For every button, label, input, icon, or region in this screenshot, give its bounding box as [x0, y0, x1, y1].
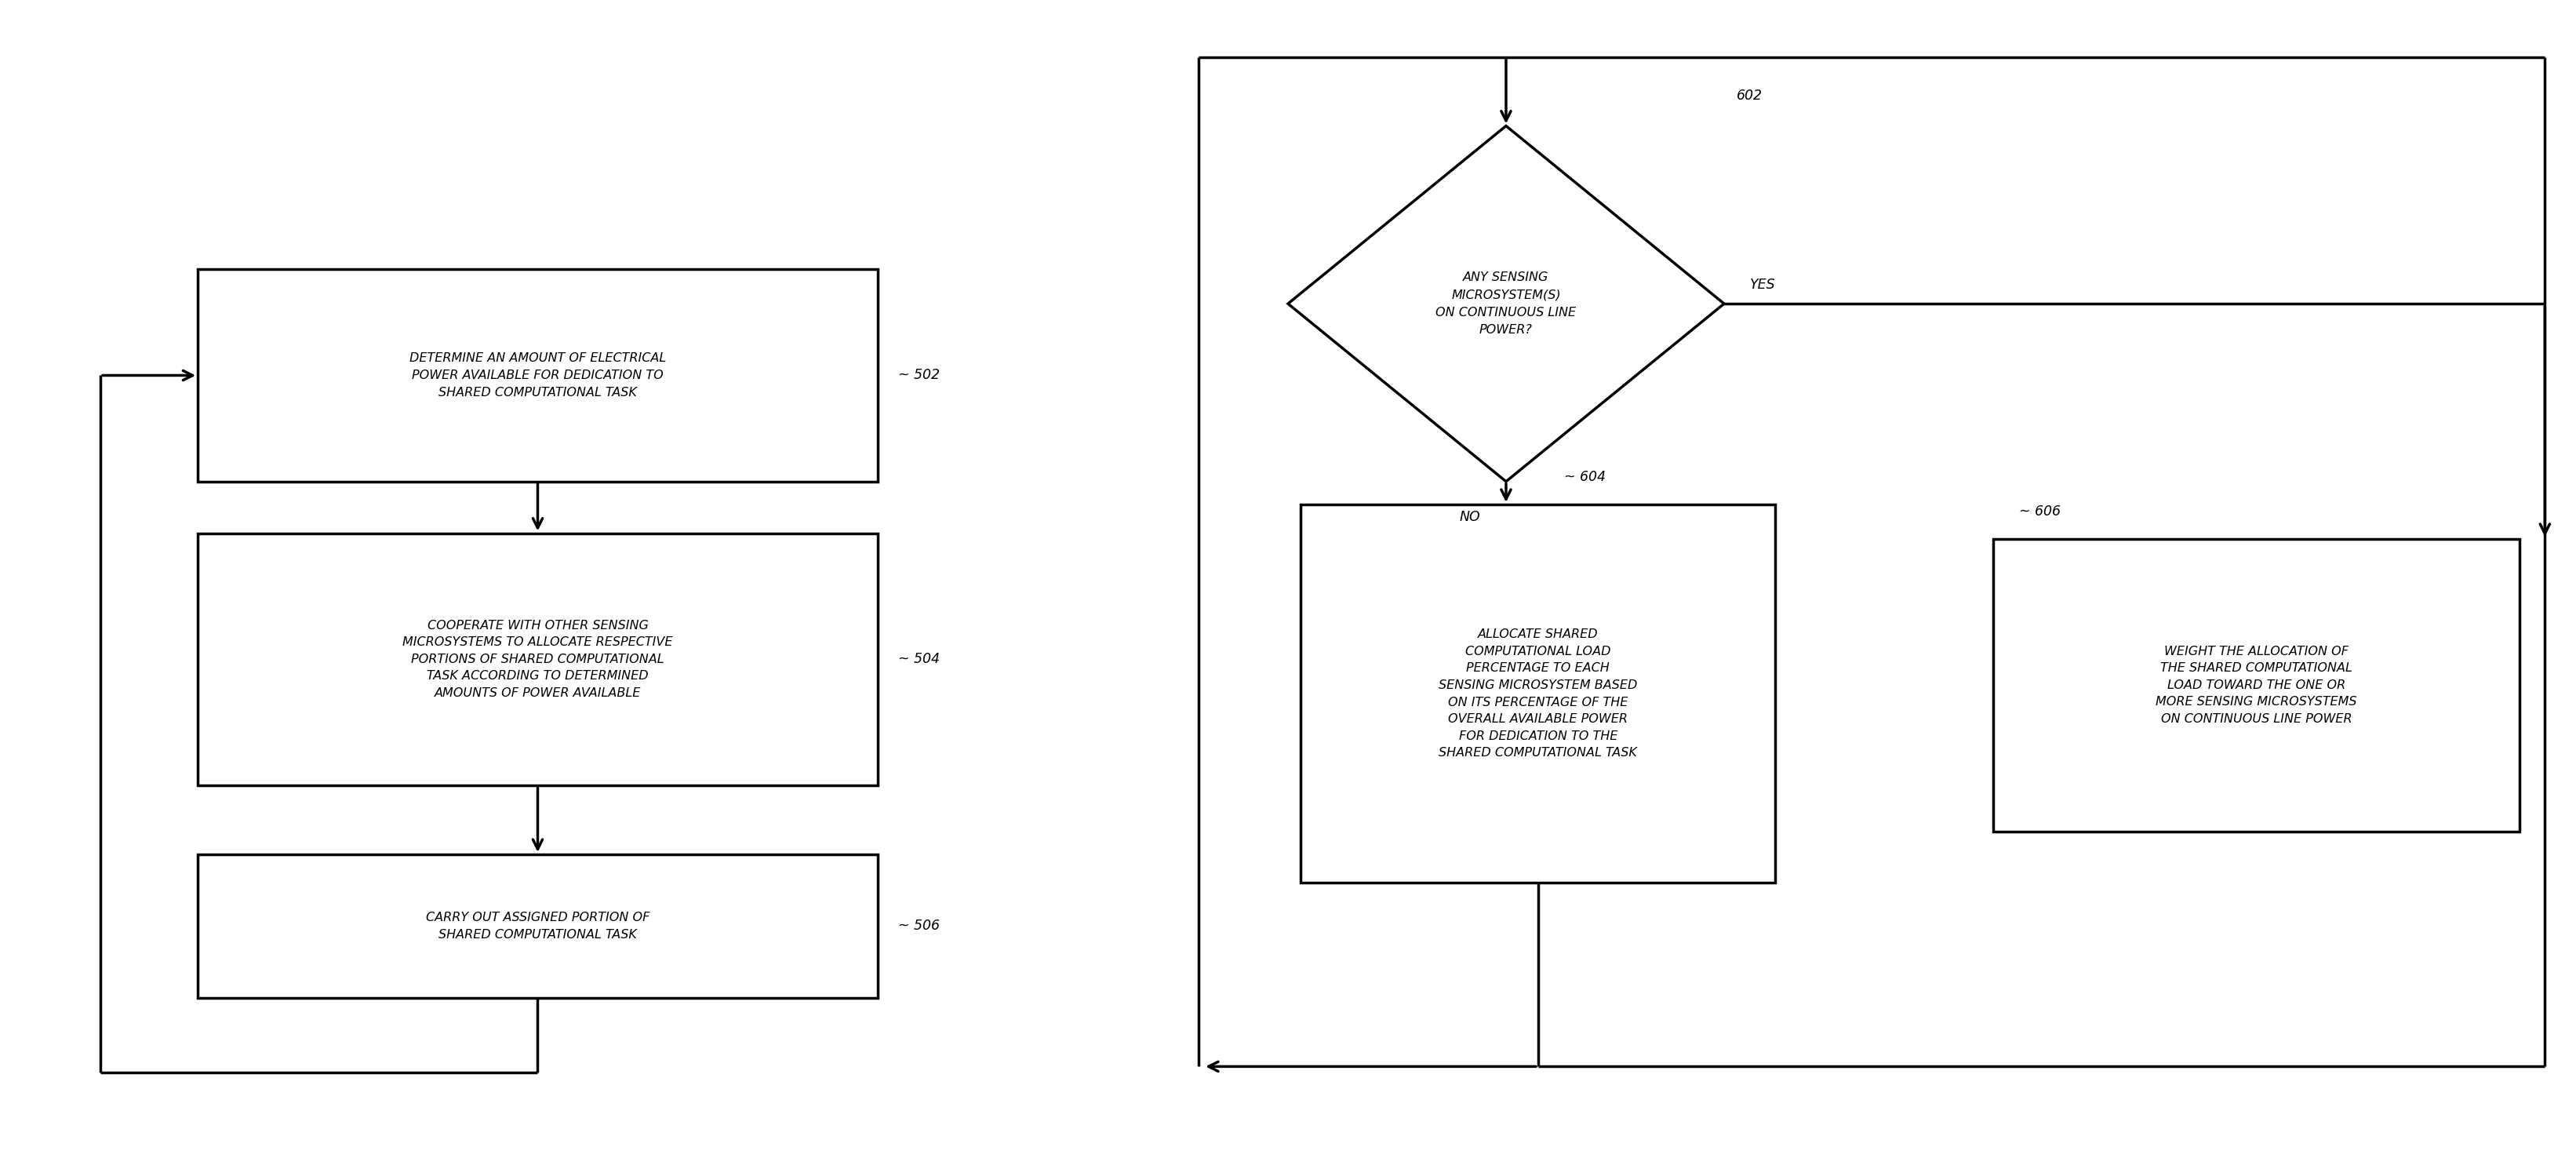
- Text: ~ 606: ~ 606: [2020, 504, 2061, 518]
- Text: DETERMINE AN AMOUNT OF ELECTRICAL
POWER AVAILABLE FOR DEDICATION TO
SHARED COMPU: DETERMINE AN AMOUNT OF ELECTRICAL POWER …: [410, 352, 667, 398]
- Text: ~ 504: ~ 504: [899, 652, 940, 666]
- Bar: [198, 855, 878, 998]
- Bar: [1994, 538, 2519, 831]
- Text: 602: 602: [1736, 89, 1762, 103]
- Bar: [198, 533, 878, 785]
- Text: ALLOCATE SHARED
COMPUTATIONAL LOAD
PERCENTAGE TO EACH
SENSING MICROSYSTEM BASED
: ALLOCATE SHARED COMPUTATIONAL LOAD PERCE…: [1440, 629, 1638, 758]
- Text: ANY SENSING
MICROSYSTEM(S)
ON CONTINUOUS LINE
POWER?: ANY SENSING MICROSYSTEM(S) ON CONTINUOUS…: [1435, 272, 1577, 336]
- Text: ~ 506: ~ 506: [899, 919, 940, 933]
- Text: WEIGHT THE ALLOCATION OF
THE SHARED COMPUTATIONAL
LOAD TOWARD THE ONE OR
MORE SE: WEIGHT THE ALLOCATION OF THE SHARED COMP…: [2156, 645, 2357, 725]
- Text: COOPERATE WITH OTHER SENSING
MICROSYSTEMS TO ALLOCATE RESPECTIVE
PORTIONS OF SHA: COOPERATE WITH OTHER SENSING MICROSYSTEM…: [402, 620, 672, 699]
- Text: NO: NO: [1461, 511, 1481, 525]
- Text: ~ 604: ~ 604: [1564, 470, 1605, 484]
- Bar: [198, 270, 878, 482]
- Text: YES: YES: [1749, 278, 1775, 292]
- Text: CARRY OUT ASSIGNED PORTION OF
SHARED COMPUTATIONAL TASK: CARRY OUT ASSIGNED PORTION OF SHARED COM…: [425, 911, 649, 940]
- Bar: [1301, 505, 1775, 884]
- Text: ~ 502: ~ 502: [899, 368, 940, 382]
